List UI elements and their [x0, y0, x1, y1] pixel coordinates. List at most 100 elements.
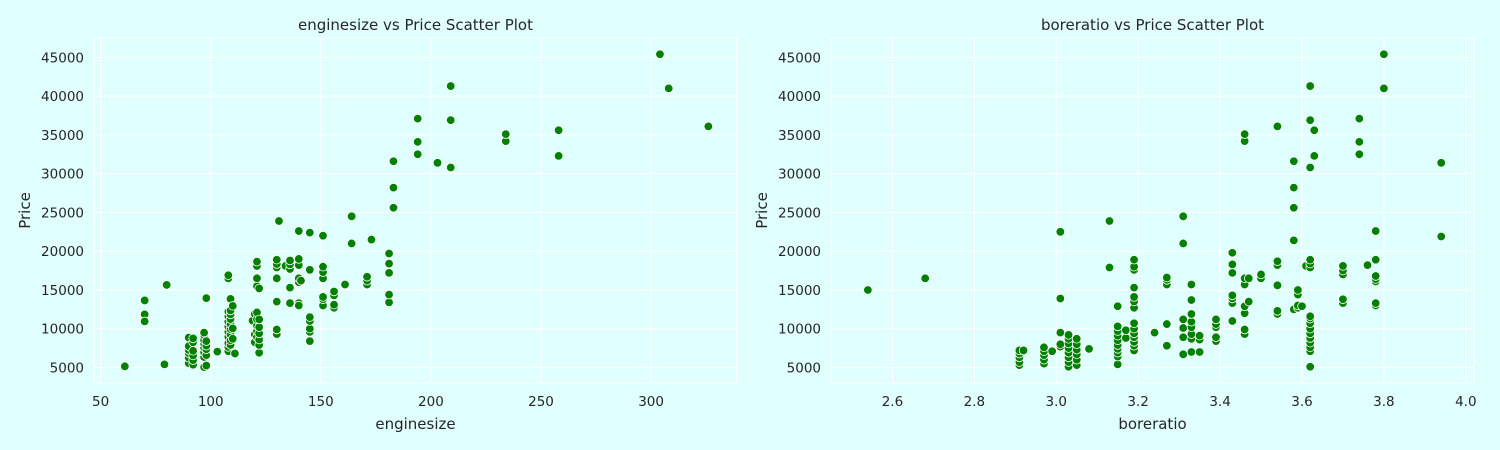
x-tick-label: 3.6 — [1291, 394, 1312, 410]
x-ticks: 2.6 2.8 3.0 3.2 3.4 3.6 3.8 4.0 — [882, 394, 1477, 410]
data-point — [1338, 261, 1348, 271]
x-tick-label: 3.8 — [1373, 394, 1394, 410]
x-tick-label: 3.0 — [1046, 394, 1067, 410]
data-point — [1227, 268, 1238, 278]
data-point — [346, 238, 357, 249]
data-point — [305, 336, 315, 346]
y-tick-label: 30000 — [778, 167, 821, 183]
data-point — [294, 226, 304, 236]
data-point — [223, 270, 234, 280]
data-point — [1305, 362, 1315, 372]
data-point — [553, 151, 564, 161]
y-axis-label: Price — [753, 192, 771, 229]
data-point — [252, 256, 262, 267]
data-point — [1084, 344, 1094, 354]
data-point — [1186, 317, 1197, 327]
x-tick-label: 150 — [308, 394, 334, 410]
data-point — [201, 293, 212, 303]
data-point — [1129, 255, 1139, 265]
data-point — [188, 333, 198, 344]
y-tick-label: 10000 — [778, 322, 821, 338]
data-point — [1018, 345, 1029, 356]
y-ticks: 5000 10000 15000 20000 25000 30000 35000 40000 4… — [41, 50, 84, 376]
data-point — [413, 137, 423, 147]
y-tick-label: 5000 — [787, 360, 821, 376]
data-point — [1112, 359, 1123, 370]
data-point — [228, 334, 238, 344]
data-point — [1149, 327, 1160, 338]
x-ticks: 50 100 150 200 250 300 — [92, 394, 664, 410]
data-point — [413, 113, 423, 124]
data-point — [413, 149, 423, 159]
data-point — [1162, 272, 1172, 283]
data-point — [188, 346, 198, 356]
data-point — [1256, 269, 1266, 280]
grid — [831, 38, 1474, 383]
data-point — [1289, 156, 1299, 166]
data-point — [1129, 282, 1139, 293]
data-point — [655, 49, 665, 59]
y-tick-label: 25000 — [778, 205, 821, 221]
data-point — [254, 283, 264, 294]
data-point — [230, 348, 240, 359]
data-point — [664, 83, 674, 94]
data-point — [1178, 323, 1188, 333]
data-point — [1227, 259, 1238, 270]
plot-area — [830, 37, 1475, 384]
x-tick-label: 250 — [528, 394, 554, 410]
data-point — [1178, 332, 1188, 342]
data-point — [446, 115, 456, 125]
data-point — [1239, 129, 1250, 139]
x-tick-label: 100 — [198, 394, 224, 410]
data-point — [863, 285, 873, 295]
chart-title: boreratio vs Price Scatter Plot — [1041, 16, 1264, 34]
data-point — [1112, 301, 1123, 311]
data-point — [1289, 203, 1299, 213]
grid — [94, 38, 737, 383]
data-point — [1305, 81, 1315, 91]
data-point — [1371, 255, 1381, 265]
x-tick-label: 3.2 — [1127, 394, 1148, 410]
data-point — [362, 272, 372, 282]
data-point — [1186, 347, 1197, 357]
data-point — [1362, 260, 1373, 270]
data-point — [1162, 341, 1172, 351]
data-point — [1072, 334, 1082, 344]
data-point — [703, 121, 714, 132]
data-point — [305, 227, 315, 238]
data-point — [1178, 349, 1188, 360]
data-point — [1055, 327, 1066, 338]
y-tick-label: 40000 — [778, 89, 821, 105]
data-point — [1305, 311, 1315, 322]
data-point — [1244, 273, 1254, 284]
data-point — [1354, 137, 1365, 147]
data-point — [1227, 316, 1238, 326]
data-point — [1129, 318, 1139, 329]
data-points — [120, 49, 714, 372]
data-point — [1272, 280, 1283, 291]
data-point — [1371, 298, 1381, 308]
enginesize-price-chart: 50 100 150 200 250 300 5000 10000 15000 20000 250… — [16, 16, 738, 433]
data-point — [1047, 346, 1057, 356]
x-tick-label: 50 — [92, 394, 109, 410]
y-tick-label: 40000 — [41, 89, 84, 105]
data-point — [366, 234, 377, 245]
data-point — [1186, 295, 1197, 305]
data-point — [384, 268, 394, 278]
data-point — [285, 282, 295, 293]
x-tick-label: 2.6 — [882, 394, 903, 410]
data-point — [1178, 238, 1188, 249]
data-point — [272, 296, 282, 307]
data-point — [318, 292, 328, 302]
data-point — [1055, 293, 1066, 304]
data-point — [1194, 331, 1205, 341]
data-point — [1305, 255, 1315, 265]
y-axis-label: Price — [16, 192, 34, 229]
y-tick-label: 45000 — [41, 50, 84, 66]
data-point — [1186, 309, 1197, 319]
data-point — [139, 295, 150, 306]
boreratio-price-chart: 2.6 2.8 3.0 3.2 3.4 3.6 3.8 4.0 5000 10000 15000 2… — [753, 16, 1477, 433]
x-tick-label: 300 — [638, 394, 664, 410]
data-point — [1289, 235, 1299, 246]
